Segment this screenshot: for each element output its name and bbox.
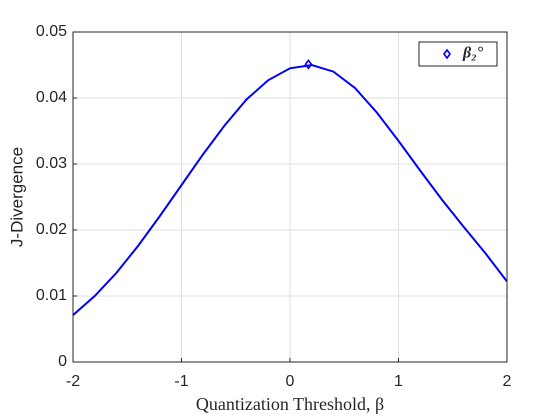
y-tick-label: 0.01: [36, 287, 67, 304]
x-tick-label: 1: [394, 373, 403, 390]
plot: [72, 59, 508, 316]
y-tick-label: 0.02: [36, 221, 67, 238]
y-tick-label: 0.04: [36, 89, 67, 106]
x-tick-label: 0: [286, 373, 295, 390]
x-tick-label: -2: [66, 373, 80, 390]
y-tick-label: 0: [58, 353, 67, 370]
y-tick-label: 0.05: [36, 23, 67, 40]
legend-box: [418, 41, 498, 67]
x-tick-label: 2: [503, 373, 512, 390]
y-tick-label: 0.03: [36, 155, 67, 172]
x-axis-label: Quantization Threshold, β: [196, 394, 384, 414]
diamond-marker: [304, 59, 313, 70]
legend-label: β₂°: [462, 45, 484, 62]
curve: [72, 63, 508, 316]
y-axis-label: J-Divergence: [7, 147, 26, 247]
x-tick-label: -1: [174, 373, 188, 390]
legend-marker: [443, 48, 451, 60]
